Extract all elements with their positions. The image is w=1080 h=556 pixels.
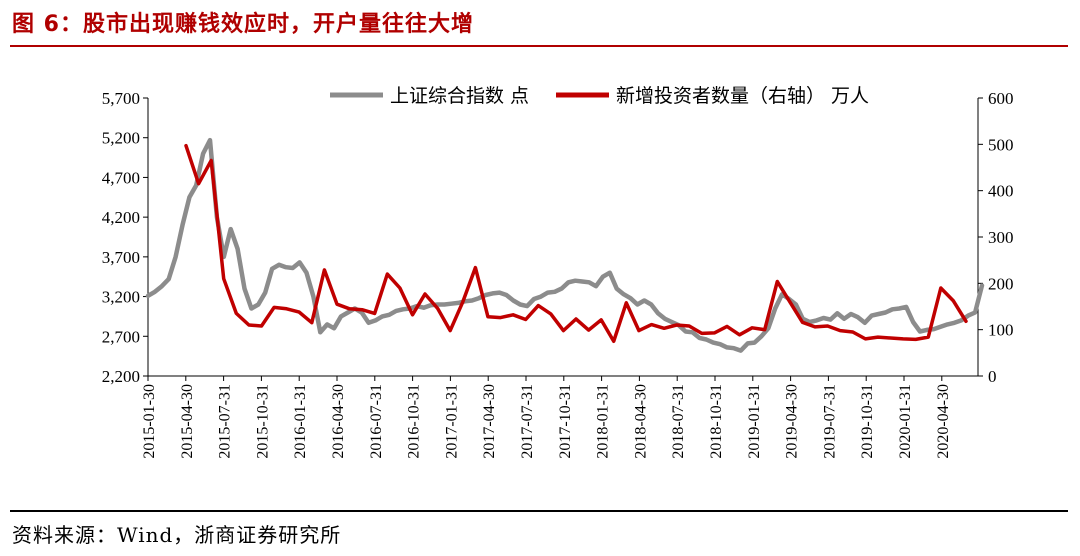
line-chart: 2,200 2,700 3,200 3,700 4,200 4,700 5,200 5,700… <box>102 85 1014 459</box>
left-tick-label: 5,700 <box>102 89 140 108</box>
title-divider <box>10 45 1068 47</box>
left-y-axis: 2,200 2,700 3,200 3,700 4,200 4,700 5,200 5,700 <box>102 89 149 386</box>
left-tick-label: 3,200 <box>102 288 140 307</box>
x-tick-label: 2019-01-31 <box>746 384 763 459</box>
x-tick-label: 2018-10-31 <box>708 384 725 459</box>
x-tick-label: 2015-04-30 <box>179 384 196 459</box>
right-tick-label: 600 <box>988 89 1014 108</box>
x-tick-label: 2017-01-31 <box>443 384 460 459</box>
right-tick-label: 100 <box>988 321 1014 340</box>
x-tick-label: 2017-04-30 <box>481 384 498 459</box>
x-tick-label: 2018-01-31 <box>595 384 612 459</box>
x-tick-label: 2019-07-31 <box>821 384 838 459</box>
left-tick-label: 2,200 <box>102 367 140 386</box>
series-group <box>145 137 985 353</box>
left-tick-label: 3,700 <box>102 248 140 267</box>
x-tick-label: 2019-10-31 <box>859 384 876 459</box>
right-tick-label: 300 <box>988 228 1014 247</box>
x-tick-label: 2015-01-30 <box>141 384 158 459</box>
x-tick-label: 2019-04-30 <box>784 384 801 459</box>
x-tick-label: 2020-01-31 <box>897 384 914 459</box>
source-note: 资料来源：Wind，浙商证券研究所 <box>12 523 342 547</box>
left-tick-label: 5,200 <box>102 129 140 148</box>
figure-title: 图 6：股市出现赚钱效应时，开户量往往大增 <box>12 12 474 37</box>
left-tick-label: 2,700 <box>102 327 140 346</box>
x-tick-label: 2020-04-30 <box>935 384 952 459</box>
x-tick-label: 2017-07-31 <box>519 384 536 459</box>
right-tick-label: 500 <box>988 135 1014 154</box>
legend-label-accounts: 新增投资者数量（右轴） 万人 <box>616 85 869 107</box>
x-tick-label: 2015-10-31 <box>254 384 271 459</box>
x-axis: 2015-01-30 2015-04-30 2015-07-31 2015-10-31… <box>141 375 978 459</box>
left-tick-label: 4,200 <box>102 208 140 227</box>
x-tick-label: 2017-10-31 <box>557 384 574 459</box>
x-tick-label: 2016-01-31 <box>292 384 309 459</box>
legend: 上证综合指数 点 新增投资者数量（右轴） 万人 <box>330 85 869 107</box>
right-y-axis: 0 100 200 300 400 500 600 <box>977 89 1014 386</box>
right-tick-label: 0 <box>988 367 997 386</box>
left-tick-label: 4,700 <box>102 168 140 187</box>
new-investors-line <box>184 143 968 344</box>
source-divider <box>10 510 1068 512</box>
x-tick-label: 2018-07-31 <box>670 384 687 459</box>
right-tick-label: 400 <box>988 182 1014 201</box>
x-tick-label: 2016-10-31 <box>406 384 423 459</box>
x-tick-label: 2016-04-30 <box>330 384 347 459</box>
legend-label-index: 上证综合指数 点 <box>390 85 529 107</box>
x-tick-label: 2016-07-31 <box>368 384 385 459</box>
shanghai-index-line <box>145 137 985 353</box>
x-tick-label: 2018-04-30 <box>632 384 649 459</box>
right-tick-label: 200 <box>988 274 1014 293</box>
x-tick-label: 2015-07-31 <box>217 384 234 459</box>
